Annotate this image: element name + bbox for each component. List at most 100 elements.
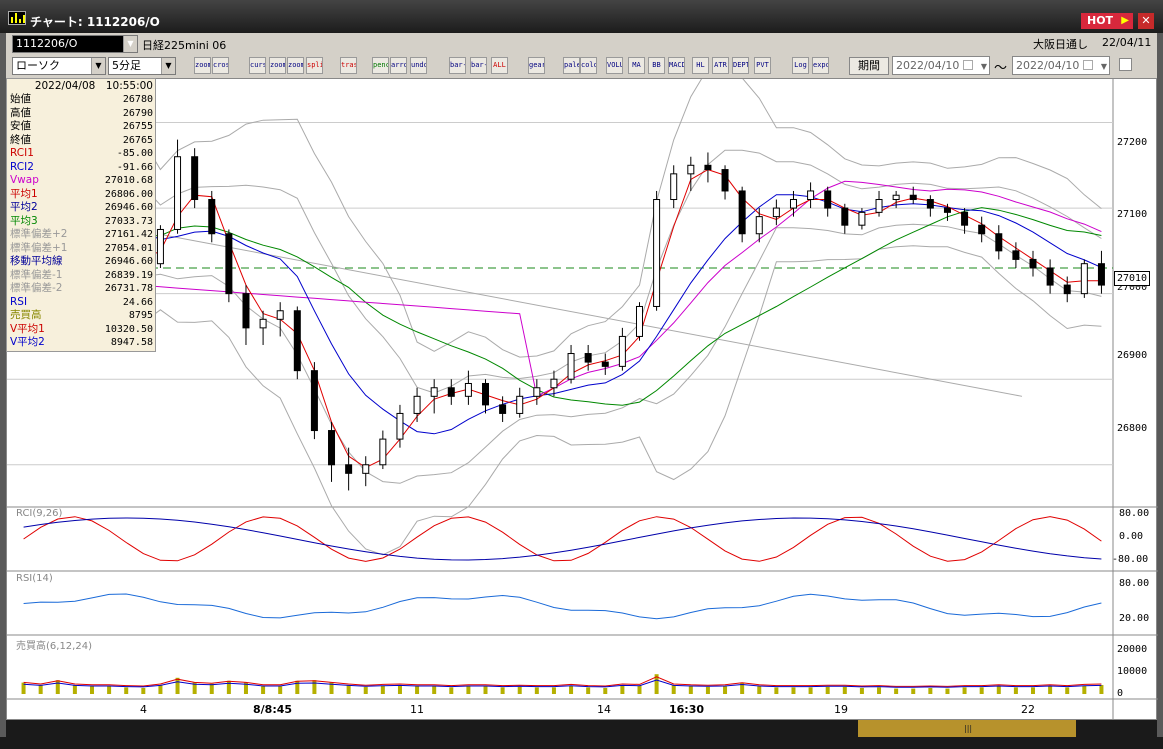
volume-bar xyxy=(261,686,266,694)
volume-bar xyxy=(928,688,933,694)
candle-body xyxy=(704,164,712,171)
volume-bar xyxy=(945,688,950,694)
info-row: RCI2 -91.66 xyxy=(9,161,155,175)
candle-body xyxy=(362,464,370,474)
info-row: 平均2 26946.60 xyxy=(9,201,155,215)
info-row: V平均2 8947.58 xyxy=(9,336,155,350)
candle-body xyxy=(225,233,233,295)
tool-arrow-button[interactable]: arrow xyxy=(390,57,407,74)
info-row-value: 10320.50 xyxy=(104,323,153,335)
volume-bar xyxy=(1048,686,1053,694)
volume-bar xyxy=(962,687,967,694)
info-row-label: 標準偏差+1 xyxy=(10,241,68,254)
scrollbar-thumb[interactable]: ||| xyxy=(858,720,1076,737)
candle-body xyxy=(1097,263,1105,286)
tool-bar-a-button[interactable]: bar-a xyxy=(449,57,466,74)
tool-color-button[interactable]: color xyxy=(580,57,597,74)
volume-bar xyxy=(466,686,471,694)
tool-volume-button[interactable]: VOLUME xyxy=(606,57,623,74)
info-row: V平均1 10320.50 xyxy=(9,323,155,337)
chart-canvas[interactable] xyxy=(6,60,1158,721)
interval-select[interactable]: 5分足 ▼ xyxy=(108,57,176,75)
candle-body xyxy=(875,199,883,213)
tool-hl-button[interactable]: HL xyxy=(692,57,709,74)
volume-bar xyxy=(808,687,813,694)
symbol-value: 1112206/O xyxy=(16,37,78,50)
price-tick: 27000 xyxy=(1117,282,1148,293)
calendar-icon xyxy=(963,60,973,70)
symbol-toolbar: 1112206/O ▼ 日経225mini 06 大阪日通し 22/04/11 xyxy=(6,33,1157,54)
range-checkbox[interactable] xyxy=(1119,58,1132,71)
info-row: RSI 24.66 xyxy=(9,296,155,310)
volume-bar xyxy=(1013,687,1018,694)
chart-app-icon xyxy=(8,11,26,25)
date-tick: 16:30 xyxy=(669,703,705,716)
hot-button[interactable]: HOT ▶ xyxy=(1081,13,1133,29)
trend-line xyxy=(156,233,1023,397)
tool-atr-button[interactable]: ATR xyxy=(712,57,729,74)
date-tick: 14 xyxy=(597,703,611,716)
chevron-down-icon: ▼ xyxy=(91,58,105,74)
tool-all-button[interactable]: ALL xyxy=(491,57,508,74)
candle-body xyxy=(499,404,507,414)
tool-zoom-button[interactable]: zoom xyxy=(194,57,211,74)
candle-body xyxy=(464,382,472,397)
candle-body xyxy=(926,199,934,209)
info-row: 標準偏差+1 27054.01 xyxy=(9,242,155,256)
candle-body xyxy=(653,199,661,307)
volume-bar xyxy=(603,688,608,694)
tool-export-button[interactable]: export xyxy=(812,57,829,74)
date-to-field[interactable]: 2022/04/10 ▼ xyxy=(1012,56,1110,75)
volume-tick: 0 xyxy=(1117,688,1124,699)
tool-ma-button[interactable]: MA xyxy=(628,57,645,74)
tool-palette-button[interactable]: palette xyxy=(563,57,580,74)
volume-bar xyxy=(517,686,522,694)
candle-body xyxy=(156,228,164,265)
tool-depth-button[interactable]: DEPTH xyxy=(732,57,749,74)
info-row-label: 高値 xyxy=(10,106,31,119)
volume-bar xyxy=(911,688,916,694)
tool-log-button[interactable]: Log xyxy=(792,57,809,74)
tool-bar-b-button[interactable]: bar-b xyxy=(470,57,487,74)
symbol-select[interactable]: 1112206/O ▼ xyxy=(12,35,138,53)
tool-bb-button[interactable]: BB xyxy=(648,57,665,74)
window-close-button[interactable]: ✕ xyxy=(1138,13,1154,29)
candle-body xyxy=(978,224,986,235)
info-row-label: 標準偏差+2 xyxy=(10,228,68,240)
info-row: RCI1 -85.00 xyxy=(9,147,155,161)
volume-bar xyxy=(1082,685,1087,694)
price-tick: 27200 xyxy=(1117,137,1148,148)
tool-macd-button[interactable]: MACD xyxy=(668,57,685,74)
volume-bar xyxy=(278,686,283,694)
chart-type-select[interactable]: ローソク ▼ xyxy=(12,57,106,75)
tool-pvt-button[interactable]: PVT xyxy=(754,57,771,74)
period-button[interactable]: 期間 xyxy=(849,57,889,75)
volume-bar xyxy=(346,685,351,694)
tool-pencil-button[interactable]: pencil xyxy=(372,57,389,74)
rsi-panel-label: RSI(14) xyxy=(16,573,53,584)
tool-trash-button[interactable]: trash xyxy=(340,57,357,74)
chart-svg[interactable] xyxy=(7,60,1158,721)
info-row: 安値 26755 xyxy=(9,120,155,134)
volume-tick: 20000 xyxy=(1117,644,1148,655)
candle-body xyxy=(807,190,815,201)
candle-body xyxy=(670,173,678,201)
rsi-tick: 80.00 xyxy=(1119,578,1150,589)
candle-body xyxy=(550,378,558,389)
tool-gear-button[interactable]: gear xyxy=(528,57,545,74)
date-from-field[interactable]: 2022/04/10 ▼ xyxy=(892,56,990,75)
tool-zoom-out-button[interactable]: zoom-out xyxy=(287,57,304,74)
tool-zoom-in-button[interactable]: zoom-in xyxy=(269,57,286,74)
tool-cursor-button[interactable]: cursor xyxy=(249,57,266,74)
volume-bar xyxy=(55,680,60,694)
time-scrollbar[interactable]: ||| xyxy=(6,720,1157,737)
volume-bar xyxy=(774,687,779,694)
tool-split-button[interactable]: split xyxy=(306,57,323,74)
tool-undo-button[interactable]: undo xyxy=(410,57,427,74)
candle-body xyxy=(755,216,763,235)
volume-bar xyxy=(877,687,882,694)
info-row-label: V平均1 xyxy=(10,322,45,335)
tool-cross-button[interactable]: cross xyxy=(212,57,229,74)
candle-body xyxy=(841,207,849,226)
rci-tick: 80.00 xyxy=(1119,508,1150,519)
